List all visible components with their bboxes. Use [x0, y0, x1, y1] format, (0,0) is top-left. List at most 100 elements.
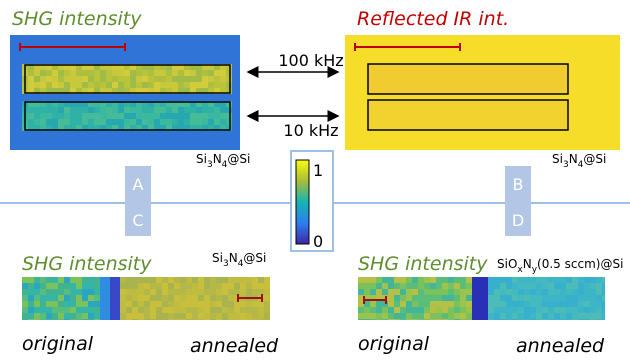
pixel: [22, 319, 28, 320]
pixel: [214, 113, 220, 119]
pixel: [132, 307, 138, 313]
pixel: [162, 289, 168, 295]
sample-label-part: (0.5 sccm)@Si: [537, 257, 623, 271]
pixel: [370, 301, 376, 307]
pixel: [388, 283, 394, 289]
pixel: [148, 76, 154, 82]
pixel: [578, 301, 584, 307]
image-region: [358, 277, 472, 320]
pixel: [144, 313, 150, 319]
pixel: [208, 107, 214, 113]
pixel: [28, 313, 34, 319]
sample-label-part: N: [569, 152, 578, 166]
pixel: [518, 319, 524, 320]
pixel: [138, 277, 144, 283]
pixel: [216, 313, 222, 319]
pixel: [160, 107, 166, 113]
pixel: [28, 277, 34, 283]
pixel: [566, 307, 572, 313]
pixel: [578, 277, 584, 283]
pixel: [382, 277, 388, 283]
pixel: [82, 82, 88, 88]
pixel: [602, 295, 605, 301]
pixel: [192, 307, 198, 313]
pixel: [518, 289, 524, 295]
pixel: [252, 313, 258, 319]
pixel: [584, 295, 590, 301]
image-region: [472, 277, 488, 320]
pixel: [28, 82, 34, 88]
pixel: [198, 307, 204, 313]
pixel: [216, 283, 222, 289]
pixel: [64, 319, 70, 320]
pixel: [126, 289, 132, 295]
pixel: [94, 119, 100, 125]
pixel: [88, 313, 94, 319]
pixel: [94, 313, 100, 319]
pixel: [88, 76, 94, 82]
pixel: [542, 277, 548, 283]
panel-letter: A: [133, 175, 144, 194]
pixel: [518, 307, 524, 313]
pixel: [536, 313, 542, 319]
pixel: [234, 319, 240, 320]
pixel: [436, 319, 442, 320]
pixel: [210, 295, 216, 301]
pixel: [222, 307, 228, 313]
pixel: [460, 307, 466, 313]
pixel: [364, 307, 370, 313]
pixel: [64, 82, 70, 88]
pixel: [216, 307, 222, 313]
pixel: [524, 307, 530, 313]
pixel: [52, 319, 58, 320]
pixel: [180, 319, 186, 320]
pixel: [454, 289, 460, 295]
pixel: [460, 319, 466, 320]
pixel: [132, 277, 138, 283]
pixel: [376, 301, 382, 307]
pixel: [124, 70, 130, 76]
pixel: [548, 283, 554, 289]
pixel: [258, 277, 264, 283]
pixel: [406, 277, 412, 283]
pixel: [406, 319, 412, 320]
pixel: [94, 76, 100, 82]
pixel: [406, 313, 412, 319]
strip-label: annealed: [190, 335, 279, 356]
pixel: [40, 313, 46, 319]
pixel: [120, 319, 126, 320]
pixel: [160, 76, 166, 82]
pixel: [572, 289, 578, 295]
pixel: [126, 319, 132, 320]
pixel: [172, 119, 178, 125]
pixel: [488, 301, 494, 307]
pixel: [82, 70, 88, 76]
pixel: [120, 301, 126, 307]
pixel: [442, 301, 448, 307]
pixel: [258, 283, 264, 289]
pixel: [524, 289, 530, 295]
pixel: [166, 76, 172, 82]
pixel: [70, 313, 76, 319]
pixel: [240, 283, 246, 289]
pixel: [418, 313, 424, 319]
pixel: [120, 307, 126, 313]
pixel: [202, 113, 208, 119]
pixel: [364, 277, 370, 283]
pixel: [436, 277, 442, 283]
pixel: [154, 119, 160, 125]
pixel: [64, 313, 70, 319]
pixel: [52, 82, 58, 88]
pixel: [424, 277, 430, 283]
pixel: [142, 82, 148, 88]
pixel: [400, 277, 406, 283]
pixel: [246, 289, 252, 295]
pixel: [448, 307, 454, 313]
pixel: [512, 301, 518, 307]
image-region: [368, 100, 568, 130]
pixel: [178, 113, 184, 119]
sample-label: SiOxNy(0.5 sccm)@Si: [497, 257, 623, 275]
pixel: [442, 307, 448, 313]
pixel: [150, 277, 156, 283]
pixel: [58, 113, 64, 119]
